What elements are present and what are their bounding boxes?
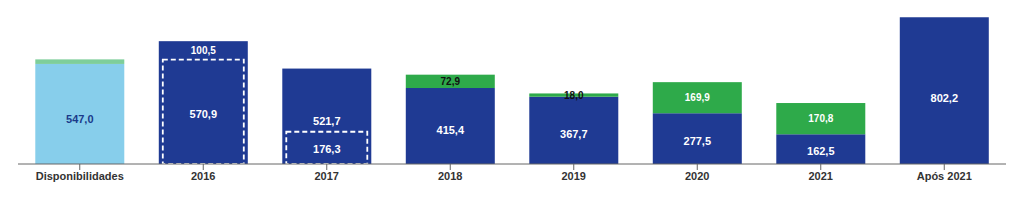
svg-text:176,3: 176,3 (313, 143, 341, 155)
svg-text:547,0: 547,0 (66, 113, 94, 125)
svg-text:802,2: 802,2 (931, 92, 959, 104)
svg-text:367,7: 367,7 (560, 128, 588, 140)
svg-text:2020: 2020 (685, 170, 709, 182)
svg-text:162,5: 162,5 (807, 145, 835, 157)
svg-text:170,8: 170,8 (808, 113, 833, 124)
svg-text:100,5: 100,5 (191, 45, 216, 56)
svg-text:2017: 2017 (315, 170, 339, 182)
svg-text:169,9: 169,9 (685, 92, 710, 103)
svg-text:277,5: 277,5 (684, 135, 712, 147)
svg-text:2018: 2018 (438, 170, 462, 182)
svg-text:18,0: 18,0 (564, 90, 584, 101)
svg-text:2019: 2019 (562, 170, 586, 182)
svg-text:2021: 2021 (809, 170, 833, 182)
svg-text:Após 2021: Após 2021 (917, 170, 972, 182)
svg-text:415,4: 415,4 (437, 124, 465, 136)
svg-text:570,9: 570,9 (190, 108, 218, 120)
svg-text:2016: 2016 (191, 170, 215, 182)
svg-text:Disponibilidades: Disponibilidades (36, 170, 124, 182)
svg-text:72,9: 72,9 (441, 76, 461, 87)
svg-text:521,7: 521,7 (313, 115, 341, 127)
